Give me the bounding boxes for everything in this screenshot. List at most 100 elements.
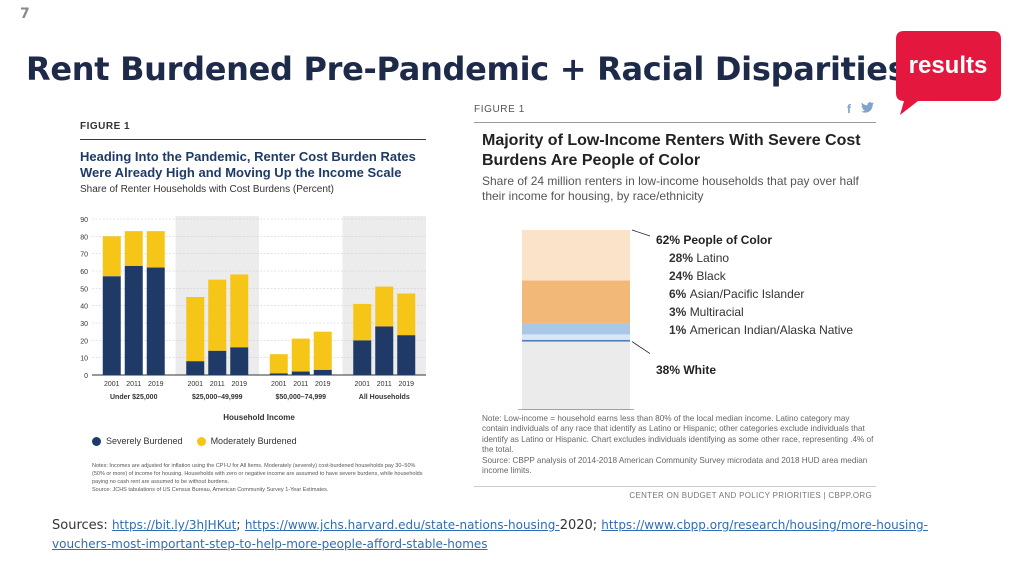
- y-tick-label: 30: [80, 321, 88, 328]
- legend-item-moderate: Moderately Burdened: [196, 436, 297, 446]
- sources-year: 2020: [559, 518, 593, 533]
- figure-cost-burden: FIGURE 1 Heading Into the Pandemic, Rent…: [76, 114, 430, 512]
- legend-item-severe: Severely Burdened: [92, 436, 183, 446]
- x-axis-title: Household Income: [223, 413, 295, 422]
- segment-name: Latino: [696, 251, 729, 265]
- bar-severe: [124, 265, 143, 375]
- x-tick-label: 2001: [187, 381, 203, 388]
- segment-multiracial: [522, 334, 630, 340]
- group-label: $50,000–74,999: [275, 394, 326, 401]
- segment-label: 24% Black: [669, 269, 727, 283]
- x-tick-label: 2019: [398, 381, 414, 388]
- source-link-jchs[interactable]: https://www.jchs.harvard.edu/state-natio…: [244, 518, 560, 532]
- y-tick-label: 70: [80, 252, 88, 259]
- bar-moderate: [313, 331, 332, 370]
- figure-notes: Notes: Incomes are adjusted for inflatio…: [92, 462, 424, 494]
- segment-name: Black: [696, 269, 726, 283]
- figure-note: Note: Low-income = household earns less …: [482, 414, 874, 476]
- legend-dot-icon: [92, 436, 101, 446]
- source-text: Source: JCHS tabulations of US Census Bu…: [92, 487, 329, 493]
- group-label: Under $25,000: [110, 394, 158, 401]
- figure-credit: CENTER ON BUDGET AND POLICY PRIORITIES |…: [629, 491, 872, 500]
- sources: Sources: https://bit.ly/3hJHKut; https:/…: [52, 516, 982, 554]
- callout-line: [631, 229, 651, 237]
- group-label: 62% People of Color: [656, 233, 772, 247]
- sources-separator: ;: [592, 518, 602, 533]
- bar-severe: [269, 373, 288, 375]
- bar-moderate: [230, 274, 249, 348]
- source-link-bitly[interactable]: https://bit.ly/3hJHKut: [111, 518, 237, 532]
- y-tick-label: 50: [80, 286, 88, 293]
- y-tick-label: 20: [80, 338, 88, 345]
- chart-legend: Severely Burdened Moderately Burdened: [92, 436, 297, 446]
- segment-pct: 1%: [669, 323, 690, 337]
- bar-severe: [230, 347, 249, 375]
- bar-severe: [375, 326, 394, 375]
- segment-black: [522, 280, 630, 324]
- logo-shape: [896, 31, 1001, 115]
- bar-severe: [397, 335, 416, 375]
- sources-prefix: Sources:: [52, 518, 112, 533]
- segment-latino: [522, 230, 630, 281]
- bar-moderate: [397, 293, 416, 336]
- segment-label: 1% American Indian/Alaska Native: [669, 323, 853, 337]
- x-tick-label: 2001: [354, 381, 370, 388]
- x-tick-label: 2011: [210, 381, 225, 388]
- source-link-cbpp[interactable]: https://www.cbpp.org/research/housing/mo…: [52, 518, 928, 551]
- segment-american-indian-alaska-native: [522, 339, 630, 342]
- x-tick-label: 2019: [315, 381, 331, 388]
- x-tick-label: 2001: [104, 381, 120, 388]
- segment-pct: 28%: [669, 251, 696, 265]
- bar-moderate: [124, 231, 143, 266]
- segment-pct: 24%: [669, 269, 696, 283]
- figure-label: FIGURE 1: [80, 121, 131, 132]
- figure-subtitle: Share of 24 million renters in low-incom…: [482, 174, 859, 203]
- bar-moderate: [375, 286, 394, 327]
- bar-moderate: [291, 338, 310, 372]
- legend-label: Moderately Burdened: [210, 436, 297, 446]
- cost-burden-chart: 0 10 20 30 40 50 60 70 80 90 2001 2011 2019 Under $25…: [80, 216, 426, 422]
- x-tick-label: 2001: [271, 381, 287, 388]
- facebook-icon[interactable]: f: [847, 102, 851, 116]
- bar-moderate: [208, 279, 227, 351]
- y-tick-label: 60: [80, 269, 88, 276]
- bar-moderate: [269, 354, 288, 374]
- sources-separator: ;: [236, 518, 245, 533]
- slide-number: 7: [20, 6, 30, 22]
- segment-asian-pacific-islander: [522, 323, 630, 335]
- figure-subtitle: Share of Renter Households with Cost Bur…: [80, 184, 335, 195]
- bar-moderate: [102, 236, 121, 277]
- segment-name: American Indian/Alaska Native: [690, 323, 854, 337]
- bar-severe: [313, 369, 332, 375]
- x-tick-label: 2011: [377, 381, 392, 388]
- figure-label: FIGURE 1: [474, 104, 525, 115]
- figure-race-ethnicity: FIGURE 1 f Majority of Low-Income Renter…: [470, 100, 880, 510]
- segment-white: [522, 341, 630, 410]
- bar-severe: [208, 350, 227, 375]
- segment-name: Multiracial: [690, 305, 744, 319]
- logo-text: results: [909, 52, 988, 79]
- y-tick-label: 10: [80, 356, 88, 363]
- legend-dot-icon: [196, 436, 206, 446]
- callout-line: [631, 341, 651, 354]
- bar-moderate: [186, 297, 205, 362]
- x-tick-label: 2011: [126, 381, 141, 388]
- twitter-icon[interactable]: [861, 102, 874, 116]
- figure-title: Heading Into the Pandemic, Renter Cost B…: [80, 149, 416, 180]
- bar-moderate: [353, 303, 372, 341]
- segment-label: 6% Asian/Pacific Islander: [669, 287, 804, 301]
- y-tick-label: 90: [80, 217, 88, 224]
- x-tick-label: 2011: [293, 381, 308, 388]
- bar-severe: [353, 340, 372, 375]
- divider: [474, 122, 876, 123]
- group-label: All Households: [359, 394, 410, 401]
- x-tick-label: 2019: [231, 381, 247, 388]
- slide-title: Rent Burdened Pre-Pandemic + Racial Disp…: [26, 50, 907, 88]
- segment-label: 3% Multiracial: [669, 305, 744, 319]
- segment-name: Asian/Pacific Islander: [690, 287, 805, 301]
- social-links: f: [847, 102, 874, 116]
- bar-severe: [291, 371, 310, 375]
- group-label: $25,000–49,999: [192, 394, 243, 401]
- divider: [474, 486, 876, 487]
